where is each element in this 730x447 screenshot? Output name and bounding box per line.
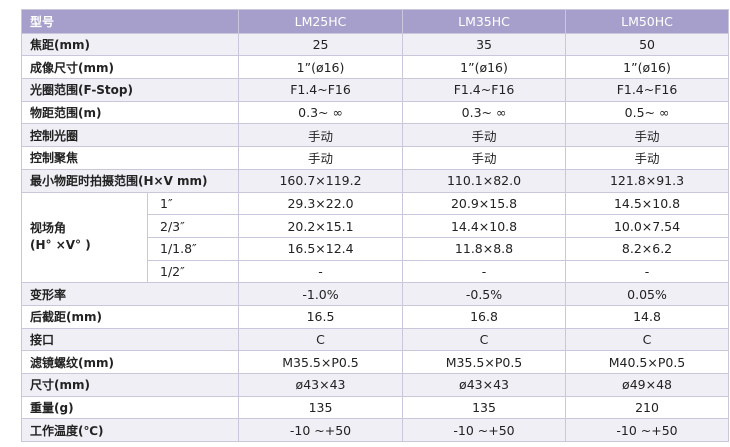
table-cell: 16.5 (238, 304, 404, 329)
table-cell: 尺寸(mm) (20, 373, 240, 397)
table-cell: ø49×48 (565, 373, 730, 397)
table-row: 1/2″ - - - (22, 259, 730, 284)
table-row: 光圈范围(F-Stop) F1.4~F16 F1.4~F16 F1.4~F16 (20, 78, 730, 102)
table-cell: M40.5×P0.5 (565, 350, 730, 374)
table-cell: 手动 (402, 123, 567, 148)
table-row: 视场角 (H° ×V° ) 1″ 29.3×22.0 20.9×15.8 14.5×10… (21, 191, 730, 284)
table-cell: 控制光圈 (20, 123, 240, 148)
table-cell: - (402, 259, 567, 284)
table-cell: 成像尺寸(mm) (20, 55, 240, 80)
table-cell: 接口 (20, 327, 240, 352)
table-row: 接口 C C C (20, 327, 730, 352)
table-cell: M35.5×P0.5 (402, 350, 567, 374)
table-row: 控制光圈 手动 手动 手动 (20, 123, 730, 148)
table-cell: 重量(g) (20, 395, 240, 420)
table-cell: 8.2×6.2 (565, 236, 730, 261)
table-cell: 14.5×10.8 (565, 191, 730, 216)
table-cell: 160.7×119.2 (238, 168, 404, 193)
table-cell: 29.3×22.0 (238, 191, 404, 216)
table-cell: 手动 (402, 146, 567, 170)
table-cell: 物距范围(m) (20, 100, 240, 125)
table-cell: 14.8 (565, 304, 730, 329)
table-cell: F1.4~F16 (402, 78, 567, 102)
table-cell: 0.05% (565, 282, 730, 306)
table-cell: C (565, 327, 730, 352)
table-row: 最小物距时拍摄范围(H×V mm) 160.7×119.2 110.1×82.0 12… (20, 168, 730, 193)
table-cell: 10.0×7.54 (565, 214, 730, 238)
table-cell: 型号 (20, 9, 240, 34)
table-cell: -1.0% (238, 282, 404, 306)
table-cell: M35.5×P0.5 (238, 350, 404, 374)
table-cell: 210 (565, 395, 730, 420)
spec-table: 型号 LM25HC LM35HC LM50HC 焦距(mm) 25 35 50 成像尺寸(mm)… (20, 9, 730, 443)
table-cell: 135 (238, 395, 404, 420)
table-cell: 2/3″ (146, 214, 240, 238)
table-row: 滤镜螺纹(mm) M35.5×P0.5 M35.5×P0.5 M40.5×P0.5 (20, 350, 730, 374)
table-cell: 后截距(mm) (20, 304, 240, 329)
table-cell: 20.2×15.1 (238, 214, 404, 238)
table-cell: 1”(ø16) (402, 55, 567, 80)
table-cell: 视场角 (H° ×V° ) (21, 191, 148, 284)
table-cell: 滤镜螺纹(mm) (20, 350, 240, 374)
table-cell: - (565, 259, 730, 284)
table-cell: 控制聚焦 (20, 146, 240, 170)
table-cell: ø43×43 (402, 373, 567, 397)
table-cell: -10 ~+50 (402, 418, 567, 443)
table-cell: 0.5~ ∞ (565, 100, 730, 125)
table-cell: 变形率 (20, 282, 240, 306)
table-cell: 手动 (238, 123, 404, 148)
table-cell: 工作温度(℃) (20, 418, 240, 443)
table-cell: -10 ~+50 (565, 418, 730, 443)
table-cell: 16.5×12.4 (238, 236, 404, 261)
table-cell: 11.8×8.8 (402, 236, 567, 261)
table-row: 重量(g) 135 135 210 (20, 395, 730, 420)
table-cell: 1”(ø16) (238, 55, 404, 80)
table-cell: 手动 (238, 146, 404, 170)
table-cell: C (238, 327, 404, 352)
table-row: 尺寸(mm) ø43×43 ø43×43 ø49×48 (20, 373, 730, 397)
table-cell: 16.8 (402, 304, 567, 329)
table-cell: LM35HC (402, 9, 567, 34)
table-cell: 0.3~ ∞ (402, 100, 567, 125)
table-cell: 35 (402, 32, 567, 57)
table-cell: 14.4×10.8 (402, 214, 567, 238)
table-cell: C (402, 327, 567, 352)
table-cell: 1”(ø16) (565, 55, 730, 80)
table-cell: LM25HC (238, 9, 404, 34)
table-row: 物距范围(m) 0.3~ ∞ 0.3~ ∞ 0.5~ ∞ (20, 100, 730, 125)
table-cell: - (238, 259, 404, 284)
table-cell: 20.9×15.8 (402, 191, 567, 216)
table-row: 成像尺寸(mm) 1”(ø16) 1”(ø16) 1”(ø16) (20, 55, 730, 80)
table-cell: 25 (238, 32, 404, 57)
table-cell: 焦距(mm) (20, 32, 240, 57)
table-row: 焦距(mm) 25 35 50 (20, 32, 730, 57)
table-cell: F1.4~F16 (565, 78, 730, 102)
table-cell: 最小物距时拍摄范围(H×V mm) (20, 168, 240, 193)
table-cell: 手动 (565, 146, 730, 170)
table-cell: 1″ (146, 191, 240, 216)
table-cell: 110.1×82.0 (402, 168, 567, 193)
table-cell: LM50HC (565, 9, 730, 34)
table-row: 后截距(mm) 16.5 16.8 14.8 (20, 304, 730, 329)
table-cell: 135 (402, 395, 567, 420)
table-cell: 0.3~ ∞ (238, 100, 404, 125)
table-cell: 1/2″ (146, 259, 240, 284)
table-row: 工作温度(℃) -10 ~+50 -10 ~+50 -10 ~+50 (20, 418, 730, 443)
table-cell: 121.8×91.3 (565, 168, 730, 193)
table-cell: 手动 (565, 123, 730, 148)
table-cell: 1/1.8″ (146, 236, 240, 261)
table-row: 控制聚焦 手动 手动 手动 (20, 146, 730, 170)
table-row: 型号 LM25HC LM35HC LM50HC (20, 9, 730, 34)
table-row: 变形率 -1.0% -0.5% 0.05% (20, 282, 730, 306)
table-cell: 50 (565, 32, 730, 57)
table-cell: 光圈范围(F-Stop) (20, 78, 240, 102)
table-cell: F1.4~F16 (238, 78, 404, 102)
table-cell: ø43×43 (238, 373, 404, 397)
table-cell: -10 ~+50 (238, 418, 404, 443)
table-cell: -0.5% (402, 282, 567, 306)
